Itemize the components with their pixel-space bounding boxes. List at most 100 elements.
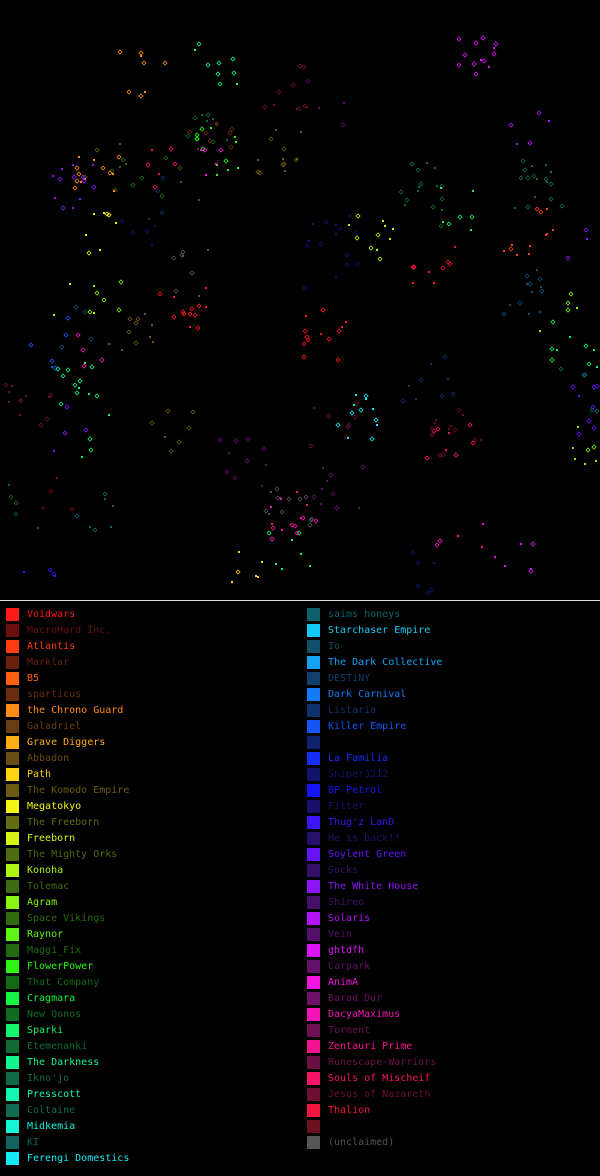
star-system — [534, 206, 540, 212]
star-system — [358, 507, 360, 509]
star-system — [207, 249, 209, 251]
star-system — [130, 230, 136, 236]
star-system — [462, 52, 468, 58]
star-system — [360, 464, 366, 470]
legend-swatch — [307, 848, 320, 861]
star-system — [410, 264, 416, 270]
star-system — [144, 91, 146, 93]
star-system — [439, 393, 445, 399]
legend-entry: Killer Empire — [307, 719, 600, 735]
star-system — [19, 414, 21, 416]
star-system — [93, 213, 95, 215]
star-system — [305, 78, 311, 84]
legend-label: Konoha — [27, 865, 64, 876]
star-system — [205, 174, 207, 176]
legend-swatch — [6, 1040, 19, 1053]
star-system — [354, 401, 360, 407]
star-system — [434, 422, 436, 424]
star-system — [581, 372, 587, 378]
star-system — [99, 357, 105, 363]
legend-label: Atlantis — [27, 641, 76, 652]
star-system — [417, 190, 419, 192]
star-system — [456, 407, 462, 413]
legend-swatch — [307, 912, 320, 925]
legend-label: Socks — [328, 865, 359, 876]
star-system — [343, 434, 349, 440]
star-system — [306, 504, 308, 506]
legend-swatch — [6, 912, 19, 925]
star-system — [106, 212, 112, 218]
star-system — [550, 171, 552, 173]
star-system — [168, 448, 174, 454]
star-system — [300, 553, 302, 555]
star-system — [228, 452, 230, 454]
star-system — [276, 89, 282, 95]
star-system — [591, 444, 597, 450]
legend-swatch — [307, 1024, 320, 1037]
star-system — [335, 357, 341, 363]
star-system — [58, 401, 64, 407]
star-system — [456, 62, 462, 68]
star-system — [130, 182, 136, 188]
star-system — [289, 522, 295, 528]
star-system — [404, 204, 406, 206]
star-system — [280, 498, 282, 500]
star-system — [470, 440, 476, 446]
star-system — [375, 232, 381, 238]
star-systems-layer — [3, 35, 600, 596]
legend-swatch — [6, 688, 19, 701]
star-system — [165, 408, 171, 414]
star-system — [65, 367, 71, 373]
star-system — [589, 407, 595, 413]
star-system — [192, 115, 198, 121]
star-system — [37, 527, 39, 529]
star-system — [517, 300, 523, 306]
star-system — [300, 131, 302, 133]
star-system — [335, 276, 337, 278]
star-system — [59, 344, 65, 350]
star-system — [415, 583, 421, 589]
star-system — [365, 398, 367, 400]
legend-swatch — [307, 768, 320, 781]
star-system — [428, 271, 430, 273]
legend-label: saims honeys — [328, 609, 401, 620]
legend-label: New Qonos — [27, 1009, 82, 1020]
faction-legend: Voidwars MacroHard Inc. Atlantis Marklar B5 s… — [0, 601, 600, 1176]
star-system — [48, 488, 54, 494]
star-system — [511, 244, 513, 246]
star-system — [291, 539, 293, 541]
star-system — [72, 207, 74, 209]
star-system — [274, 486, 280, 492]
star-system — [491, 51, 497, 57]
legend-swatch — [6, 896, 19, 909]
star-system — [266, 530, 272, 536]
star-system — [93, 159, 95, 161]
star-system — [82, 309, 88, 315]
star-system — [481, 58, 487, 64]
star-system — [538, 209, 544, 215]
legend-swatch — [307, 640, 320, 653]
star-system — [117, 49, 123, 55]
star-system — [154, 225, 156, 227]
legend-entry: He is back!! — [307, 831, 600, 847]
legend-swatch — [6, 1136, 19, 1149]
star-system — [576, 307, 578, 309]
star-system — [261, 446, 267, 452]
legend-swatch — [6, 928, 19, 941]
star-system — [53, 450, 55, 452]
star-system — [25, 395, 27, 397]
star-system — [223, 158, 229, 164]
star-system — [118, 279, 124, 285]
star-system — [48, 392, 54, 398]
star-system — [228, 144, 234, 150]
star-system — [28, 342, 34, 348]
star-system — [112, 505, 114, 507]
star-system — [76, 171, 82, 177]
legend-label: Vein — [328, 929, 353, 940]
legend-entry: DESTiNY — [307, 671, 600, 687]
legend-entry: Voidwars — [6, 607, 306, 623]
star-system — [376, 424, 378, 426]
star-system — [302, 285, 308, 291]
legend-label: the Chrono Guard — [27, 705, 124, 716]
star-system — [194, 49, 196, 51]
